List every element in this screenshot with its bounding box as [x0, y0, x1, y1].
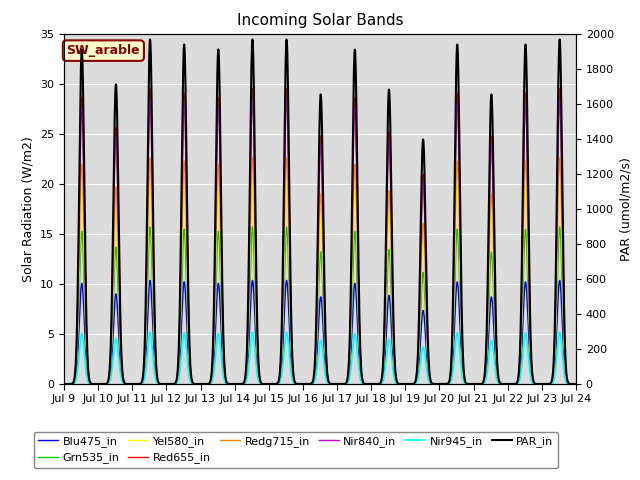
- Nir945_in: [149, 354, 157, 360]
- Grn535_in: [257, 380, 264, 386]
- Yel580_in: [279, 318, 287, 324]
- Line: Nir945_in: Nir945_in: [64, 332, 576, 384]
- Nir945_in: [563, 379, 570, 385]
- Blu475_in: [118, 377, 126, 383]
- Grn535_in: [563, 374, 570, 380]
- Yel580_in: [118, 374, 126, 380]
- Line: Grn535_in: Grn535_in: [64, 227, 576, 384]
- Line: Nir840_in: Nir840_in: [64, 99, 576, 384]
- Nir840_in: [257, 379, 264, 385]
- Red655_in: [507, 381, 515, 387]
- Nir945_in: [507, 381, 515, 387]
- Line: Yel580_in: Yel580_in: [64, 184, 576, 384]
- Red655_in: [149, 226, 157, 231]
- PAR_in: [149, 200, 157, 206]
- Nir840_in: [279, 291, 287, 297]
- Blu475_in: [507, 381, 515, 387]
- PAR_in: [118, 369, 126, 375]
- Red655_in: [279, 288, 287, 293]
- Red655_in: [257, 379, 264, 385]
- Grn535_in: [507, 381, 515, 387]
- Nir945_in: [118, 379, 126, 385]
- Yel580_in: [507, 381, 515, 387]
- Legend: Blu475_in, Grn535_in, Yel580_in, Red655_in, Redg715_in, Nir840_in, Nir945_in, PA: Blu475_in, Grn535_in, Yel580_in, Red655_…: [34, 432, 558, 468]
- Grn535_in: [149, 299, 157, 304]
- Grn535_in: [146, 224, 154, 230]
- Redg715_in: [572, 381, 580, 387]
- Blu475_in: [572, 381, 580, 387]
- Grn535_in: [279, 331, 287, 337]
- Redg715_in: [60, 381, 68, 387]
- Nir840_in: [563, 369, 570, 375]
- Nir840_in: [118, 371, 126, 377]
- Text: SW_arable: SW_arable: [67, 44, 140, 57]
- Line: PAR_in: PAR_in: [64, 39, 576, 384]
- Yel580_in: [572, 381, 580, 387]
- PAR_in: [563, 367, 570, 372]
- Redg715_in: [149, 262, 157, 268]
- Blu475_in: [279, 348, 287, 354]
- PAR_in: [507, 381, 515, 387]
- Title: Incoming Solar Bands: Incoming Solar Bands: [237, 13, 403, 28]
- Blu475_in: [149, 326, 157, 332]
- Yel580_in: [149, 276, 157, 282]
- Redg715_in: [146, 155, 154, 161]
- Redg715_in: [507, 381, 515, 387]
- Yel580_in: [563, 373, 570, 379]
- Line: Blu475_in: Blu475_in: [64, 280, 576, 384]
- Redg715_in: [279, 310, 287, 315]
- PAR_in: [60, 381, 68, 387]
- PAR_in: [572, 381, 580, 387]
- Nir945_in: [60, 381, 68, 387]
- Grn535_in: [60, 381, 68, 387]
- Nir840_in: [149, 231, 157, 237]
- Yel580_in: [60, 381, 68, 387]
- Nir945_in: [279, 365, 287, 371]
- Nir840_in: [60, 381, 68, 387]
- PAR_in: [146, 36, 154, 42]
- Blu475_in: [563, 377, 570, 383]
- Yel580_in: [257, 380, 264, 385]
- Grn535_in: [572, 381, 580, 387]
- Nir945_in: [572, 381, 580, 387]
- Red655_in: [60, 381, 68, 387]
- Redg715_in: [563, 372, 570, 377]
- Nir840_in: [507, 381, 515, 387]
- Yel580_in: [146, 181, 154, 187]
- Blu475_in: [60, 381, 68, 387]
- PAR_in: [279, 272, 287, 278]
- Nir945_in: [146, 329, 154, 335]
- Grn535_in: [118, 375, 126, 381]
- Nir840_in: [572, 381, 580, 387]
- PAR_in: [257, 379, 264, 384]
- Redg715_in: [257, 380, 264, 385]
- Line: Red655_in: Red655_in: [64, 89, 576, 384]
- Nir945_in: [257, 381, 264, 386]
- Line: Redg715_in: Redg715_in: [64, 158, 576, 384]
- Y-axis label: PAR (umol/m2/s): PAR (umol/m2/s): [620, 157, 632, 261]
- Red655_in: [572, 381, 580, 387]
- Blu475_in: [146, 277, 154, 283]
- Y-axis label: Solar Radiation (W/m2): Solar Radiation (W/m2): [22, 136, 35, 282]
- Red655_in: [563, 369, 570, 374]
- Redg715_in: [118, 373, 126, 379]
- Blu475_in: [257, 380, 264, 386]
- Red655_in: [118, 371, 126, 376]
- Red655_in: [146, 86, 154, 92]
- Nir840_in: [146, 96, 154, 102]
